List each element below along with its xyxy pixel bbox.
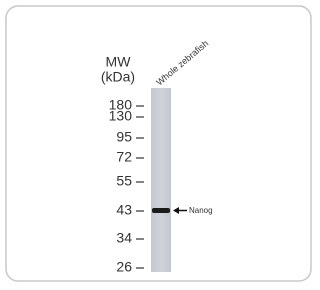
lane	[151, 88, 171, 272]
marker-label: 34	[116, 230, 132, 246]
marker-label: 95	[116, 129, 132, 145]
marker-label: 55	[116, 173, 132, 189]
marker-label: 26	[116, 259, 132, 275]
blot-figure: MW (kDa) Whole zebrafish Nanog 180130957…	[0, 0, 317, 285]
unit-label: (kDa)	[101, 69, 135, 85]
page: {"header": {"mw": "MW", "unit": "(kDa)"}…	[0, 0, 317, 285]
band-label: Nanog	[189, 206, 213, 215]
band	[152, 208, 170, 213]
marker-label: 43	[116, 202, 132, 218]
mw-label: MW	[106, 54, 132, 70]
marker-label: 130	[109, 108, 133, 124]
marker-label: 72	[116, 149, 132, 165]
